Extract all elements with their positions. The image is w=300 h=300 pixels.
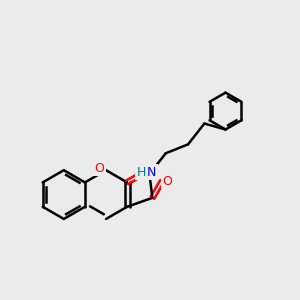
Text: O: O [94, 162, 104, 175]
Text: O: O [147, 165, 157, 178]
Text: H: H [136, 166, 146, 179]
Text: N: N [147, 166, 157, 179]
Text: O: O [163, 175, 172, 188]
